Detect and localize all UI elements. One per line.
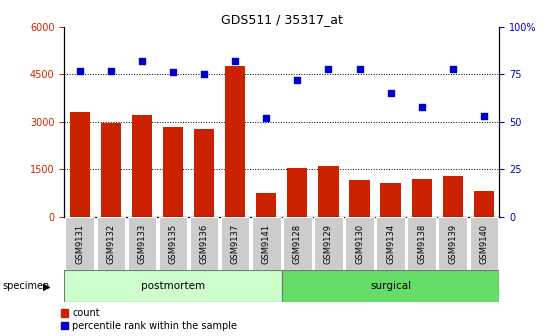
Text: GSM9138: GSM9138 <box>417 223 426 264</box>
Text: GSM9135: GSM9135 <box>169 223 177 264</box>
Point <box>479 114 488 119</box>
Point <box>448 66 457 71</box>
Bar <box>470 217 498 270</box>
Text: ▶: ▶ <box>42 281 50 291</box>
Text: GSM9128: GSM9128 <box>293 223 302 264</box>
Bar <box>64 270 282 302</box>
Point <box>137 58 146 64</box>
Bar <box>225 67 246 217</box>
Bar <box>256 193 276 217</box>
Text: GSM9140: GSM9140 <box>479 223 488 264</box>
Bar <box>318 166 339 217</box>
Bar <box>132 116 152 217</box>
Point <box>200 72 209 77</box>
Point <box>107 68 116 73</box>
Text: GSM9137: GSM9137 <box>230 223 239 264</box>
Bar <box>345 217 374 270</box>
Bar <box>381 182 401 217</box>
Bar <box>442 176 463 217</box>
Point <box>262 115 271 121</box>
Bar <box>128 217 156 270</box>
Bar <box>407 217 436 270</box>
Bar <box>282 270 499 302</box>
Point <box>230 58 239 64</box>
Point <box>324 66 333 71</box>
Bar <box>439 217 467 270</box>
Bar <box>100 123 121 217</box>
Text: GSM9133: GSM9133 <box>137 223 146 264</box>
Bar <box>158 217 187 270</box>
Bar <box>376 217 405 270</box>
Bar <box>190 217 218 270</box>
Text: GSM9141: GSM9141 <box>262 223 271 264</box>
Bar <box>252 217 281 270</box>
Bar <box>163 127 183 217</box>
Text: GSM9129: GSM9129 <box>324 223 333 264</box>
Legend: count, percentile rank within the sample: count, percentile rank within the sample <box>61 308 237 331</box>
Text: postmortem: postmortem <box>141 282 205 291</box>
Point <box>355 66 364 71</box>
Bar <box>412 179 432 217</box>
Point <box>293 77 302 83</box>
Point <box>386 91 395 96</box>
Point <box>417 104 426 109</box>
Text: surgical: surgical <box>370 282 411 291</box>
Text: GSM9130: GSM9130 <box>355 223 364 264</box>
Point <box>169 70 177 75</box>
Text: GSM9136: GSM9136 <box>200 223 209 264</box>
Bar <box>221 217 249 270</box>
Bar <box>97 217 125 270</box>
Bar <box>349 180 369 217</box>
Text: specimen: specimen <box>3 281 50 291</box>
Text: GSM9134: GSM9134 <box>386 223 395 264</box>
Bar <box>65 217 94 270</box>
Text: GSM9132: GSM9132 <box>107 223 116 264</box>
Bar <box>194 129 214 217</box>
Point <box>75 68 84 73</box>
Text: GSM9139: GSM9139 <box>448 223 457 264</box>
Text: GSM9131: GSM9131 <box>75 223 84 264</box>
Bar <box>70 112 90 217</box>
Bar <box>474 192 494 217</box>
Title: GDS511 / 35317_at: GDS511 / 35317_at <box>221 13 343 26</box>
Bar <box>314 217 343 270</box>
Bar <box>287 168 307 217</box>
Bar <box>283 217 311 270</box>
